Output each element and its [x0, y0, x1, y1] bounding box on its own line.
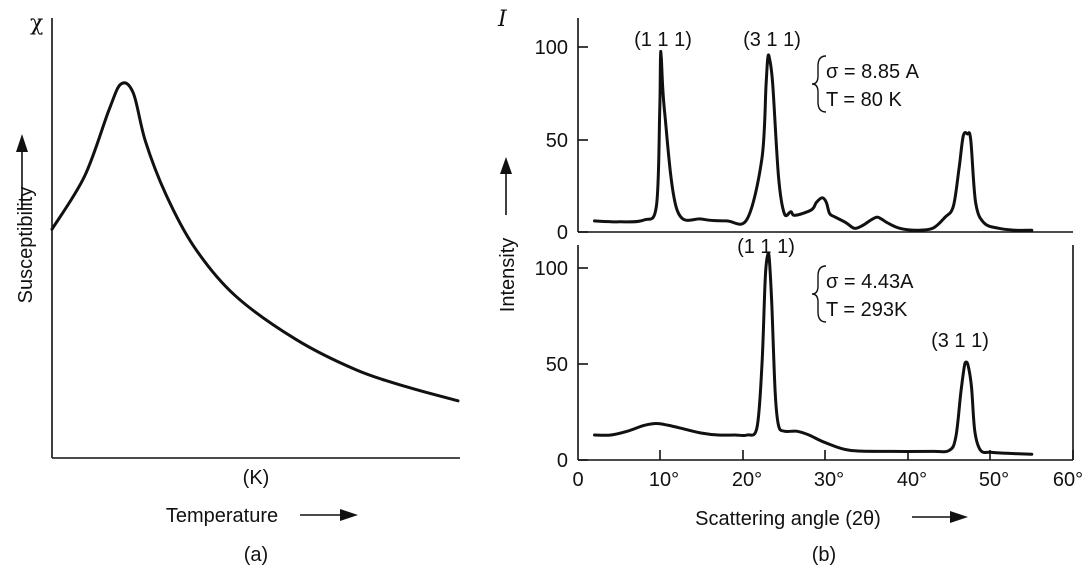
- panel-b-ylabel: Intensity: [497, 238, 519, 312]
- x-ticks: 0 10° 20° 30° 40° 50° 60°: [572, 450, 1083, 491]
- top-param-sigma: σ = 8.85 A: [826, 61, 920, 83]
- x-tick-label-10: 10°: [649, 469, 679, 491]
- peak-label-111-bottom: (1 1 1): [737, 236, 795, 258]
- panel-a-label: (a): [244, 544, 268, 566]
- panel-a-ylabel-group: Susceptibility: [15, 187, 37, 304]
- intensity-symbol: I: [497, 7, 508, 32]
- bottom-param-sigma: σ = 4.43A: [826, 271, 914, 293]
- top-y-tick-label-100: 100: [535, 37, 568, 59]
- panel-a-x-unit: (K): [243, 467, 270, 489]
- top-param-temp: T = 80 K: [826, 89, 902, 111]
- bottom-y-tick-label-100: 100: [535, 258, 568, 280]
- top-y-tick-label-0: 0: [557, 222, 568, 244]
- x-tick-label-40: 40°: [897, 469, 927, 491]
- x-tick-label-30: 30°: [814, 469, 844, 491]
- top-params-brace: [811, 55, 827, 113]
- diffraction-curve-293K: [593, 251, 1034, 456]
- x-tick-label-0: 0: [572, 469, 583, 491]
- panel-b-x-arrowhead: [950, 511, 968, 523]
- bottom-y-tick-label-50: 50: [546, 354, 568, 376]
- panel-a-xlabel: Temperature: [166, 505, 278, 527]
- peak-label-311-bottom: (3 1 1): [931, 330, 989, 352]
- bottom-y-tick-label-0: 0: [557, 450, 568, 472]
- panel-a-ylabel: Susceptibility: [15, 187, 37, 304]
- panel-a: χ Susceptibility (K) Temperature (a): [15, 11, 460, 566]
- panel-b-xlabel: Scattering angle (2θ): [695, 508, 881, 530]
- diffraction-curve-80K: [593, 49, 1034, 232]
- susceptibility-curve: [50, 81, 460, 403]
- peak-label-111-top: (1 1 1): [634, 29, 692, 51]
- bottom-y-ticks: 0 50 100: [535, 258, 588, 472]
- peak-label-311-top: (3 1 1): [743, 29, 801, 51]
- panel-b: I 0 50 100 0 50 100: [497, 7, 1083, 566]
- panel-b-ylabel-group: Intensity: [497, 238, 519, 312]
- x-tick-label-60: 60°: [1053, 469, 1083, 491]
- panel-a-y-arrowhead: [16, 134, 28, 152]
- bottom-param-temp: T = 293K: [826, 299, 908, 321]
- x-tick-label-20: 20°: [732, 469, 762, 491]
- top-y-ticks: 0 50 100: [535, 37, 588, 244]
- panel-a-x-arrowhead: [340, 509, 358, 521]
- x-tick-label-50: 50°: [979, 469, 1009, 491]
- panel-b-y-arrowhead: [500, 157, 512, 174]
- chi-symbol: χ: [30, 11, 43, 36]
- panel-b-label: (b): [812, 544, 836, 566]
- bottom-params-brace: [811, 265, 827, 323]
- top-y-tick-label-50: 50: [546, 130, 568, 152]
